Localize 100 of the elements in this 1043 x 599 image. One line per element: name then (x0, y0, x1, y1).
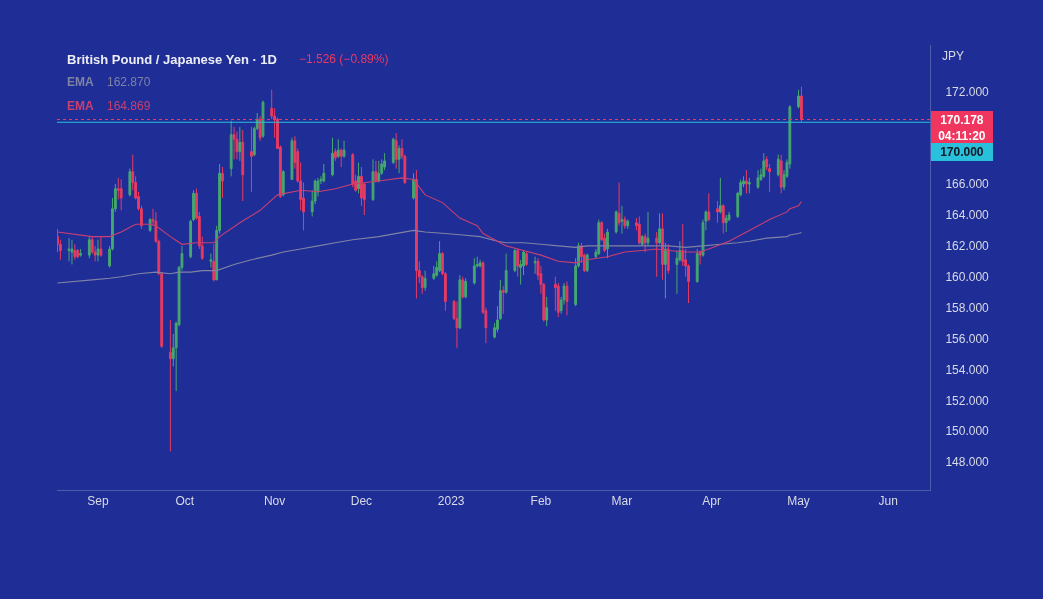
x-tick-label: Sep (87, 494, 110, 509)
y-tick-label: 154.000 (945, 362, 990, 377)
candlestick (597, 219, 601, 256)
candlestick (620, 205, 624, 235)
candlestick (666, 243, 670, 275)
candlestick (617, 182, 621, 227)
candlestick (229, 120, 233, 177)
candlestick (342, 140, 346, 159)
candlestick (513, 248, 517, 273)
y-tick-label: 164.000 (945, 208, 990, 223)
candlestick (374, 160, 378, 184)
candlestick (658, 212, 661, 245)
candlestick (415, 169, 418, 299)
candlestick (643, 233, 647, 253)
candlestick (756, 169, 760, 190)
candlestick (119, 178, 123, 211)
candlestick (383, 152, 386, 171)
candlestick (241, 129, 245, 202)
candlestick (504, 253, 508, 295)
candlestick (128, 168, 132, 197)
x-tick-label: 2023 (437, 494, 465, 509)
candlestick (478, 259, 482, 268)
y-tick-label: 172.000 (945, 84, 990, 99)
candlestick (464, 277, 468, 299)
x-tick-label: Dec (350, 494, 373, 509)
candlestick (336, 138, 340, 159)
x-tick-label: Oct (175, 494, 195, 509)
y-tick-label: 166.000 (945, 177, 990, 192)
candlestick (545, 296, 549, 327)
x-tick-label: Mar (611, 494, 633, 509)
candlestick (391, 137, 395, 165)
candlestick (87, 236, 91, 259)
x-tick-label: Feb (530, 494, 552, 509)
candlestick (779, 154, 783, 194)
candlestick (626, 219, 630, 230)
candlestick (73, 243, 77, 261)
candlestick (322, 163, 326, 184)
candlestick (371, 158, 375, 202)
x-tick-label: Jun (878, 494, 898, 509)
candlestick (281, 169, 285, 197)
candlestick (76, 248, 80, 259)
candlestick (698, 250, 702, 265)
candlestick (565, 280, 569, 316)
candlestick (640, 234, 644, 247)
text: EMA 164.869 (67, 99, 151, 113)
candlestick (695, 248, 699, 284)
y-axis-title: JPY (942, 49, 965, 63)
candlestick (290, 137, 294, 180)
candlestick (455, 300, 459, 349)
y-tick-label: 150.000 (945, 424, 990, 439)
candlestick (614, 209, 618, 235)
candlestick (70, 239, 74, 265)
candlestick (585, 253, 589, 273)
candlestick (461, 276, 465, 299)
candlestick (533, 256, 537, 275)
candlestick (655, 231, 659, 278)
candlestick (357, 161, 360, 194)
y-tick-label: 148.000 (945, 455, 990, 470)
candlestick (716, 200, 719, 224)
candlestick (168, 319, 172, 452)
candlestick (232, 126, 236, 160)
candlestick (525, 251, 528, 267)
text: 04:11:20 (938, 129, 986, 143)
candlestick (333, 148, 337, 162)
candlestick (423, 270, 427, 292)
candlestick (189, 219, 193, 259)
candlestick (192, 189, 195, 222)
candlestick (148, 217, 152, 233)
candlestick (438, 240, 441, 273)
candlestick (212, 243, 216, 282)
candlestick (501, 285, 505, 315)
x-tick-label: Nov (263, 494, 286, 509)
candlestick (606, 228, 609, 259)
candlestick (762, 152, 766, 179)
ref-line-label: 170.000 (940, 145, 984, 159)
candlestick (394, 132, 398, 170)
x-tick-label: Apr (702, 494, 722, 509)
ref-line-label: 170.178 (940, 113, 984, 127)
candlestick (724, 214, 728, 233)
y-tick-label: 158.000 (945, 300, 990, 315)
y-tick-label: 152.000 (945, 393, 990, 408)
candlestick (747, 177, 751, 194)
candlestick (339, 148, 343, 168)
candlestick (96, 239, 100, 262)
candlestick (221, 166, 224, 199)
candlestick (235, 131, 239, 160)
candlestick (797, 89, 800, 109)
line-series (57, 177, 802, 264)
candlestick (238, 126, 242, 162)
text: British Pound / Japanese Yen · 1D (67, 52, 277, 67)
candlestick (412, 172, 415, 201)
candlestick (79, 248, 83, 258)
candlestick (718, 177, 722, 214)
candlestick (261, 100, 265, 139)
candlestick (745, 169, 748, 194)
x-tick-label: May (787, 494, 810, 509)
candlestick (250, 126, 253, 193)
candlestick (472, 257, 476, 285)
candlestick (623, 216, 627, 230)
candlestick (458, 274, 462, 330)
